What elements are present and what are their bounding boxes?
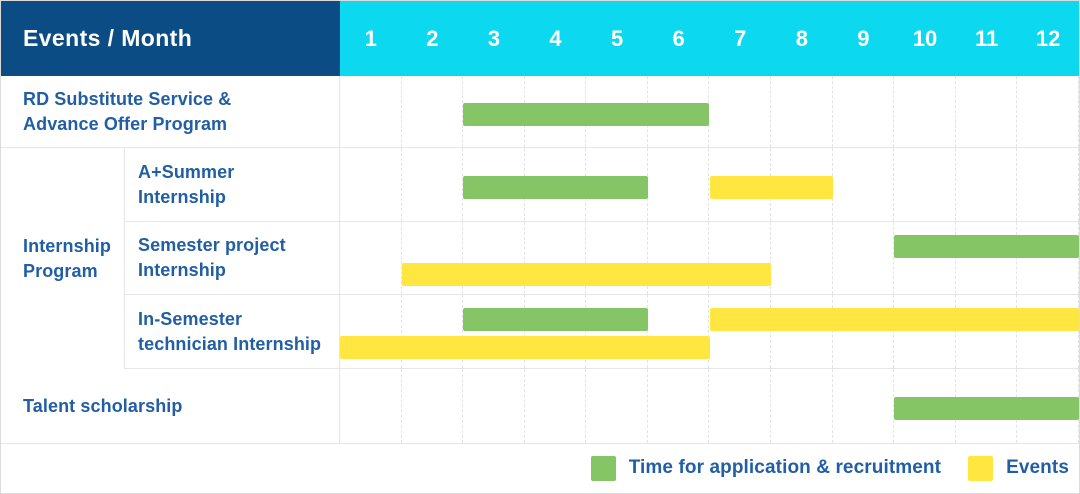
month-gridline — [833, 76, 895, 147]
internship-program-rows: A+Summer Internship Semester project Int… — [125, 148, 1079, 369]
gantt-bar-event — [709, 308, 1079, 331]
legend-item-events: Events — [968, 455, 1069, 481]
month-label: 3 — [487, 25, 501, 51]
month-label: 7 — [734, 25, 747, 51]
legend-label-events: Events — [1006, 457, 1069, 478]
timeline-semester-project — [340, 222, 1079, 294]
month-gridline — [771, 369, 833, 443]
month-gridline — [648, 222, 710, 294]
row-talent-scholarship: Talent scholarship — [1, 369, 1079, 444]
month-gridline — [463, 369, 525, 443]
month-gridline — [710, 295, 772, 368]
month-gridline — [956, 222, 1018, 294]
month-gridline — [340, 222, 402, 294]
month-gridline — [956, 76, 1018, 147]
row-label-in-semester-technician: In-Semester technician Internship — [125, 295, 340, 368]
month-gridline — [525, 295, 587, 368]
month-gridline — [340, 76, 402, 147]
month-label: 1 — [364, 25, 377, 51]
table-header: Events / Month 1 2 3 4 5 6 7 8 9 10 11 12 — [1, 1, 1079, 76]
month-label: 12 — [1035, 25, 1061, 51]
row-label-rd-substitute: RD Substitute Service & Advance Offer Pr… — [1, 76, 340, 147]
month-gridline — [956, 148, 1018, 221]
month-gridline — [894, 222, 956, 294]
month-label: 6 — [672, 25, 685, 51]
month-gridline — [463, 295, 525, 368]
month-gridline — [648, 148, 710, 221]
month-gridline — [525, 222, 587, 294]
month-gridline — [340, 369, 402, 443]
gantt-bar-application — [463, 308, 648, 331]
gantt-bar-application — [463, 102, 710, 126]
month-gridline — [402, 222, 464, 294]
timeline-a-plus-summer — [340, 148, 1079, 221]
gantt-bar-event — [340, 336, 710, 359]
month-gridline — [648, 369, 710, 443]
month-gridline — [402, 148, 464, 221]
legend-item-application: Time for application & recruitment — [590, 455, 942, 481]
row-rd-substitute: RD Substitute Service & Advance Offer Pr… — [1, 76, 1079, 148]
events-month-header: Events / Month — [1, 1, 340, 76]
month-gridline — [1017, 148, 1079, 221]
month-gridline — [771, 222, 833, 294]
month-gridline — [402, 76, 464, 147]
row-in-semester-technician: In-Semester technician Internship — [125, 295, 1079, 369]
month-gridline — [1017, 222, 1079, 294]
month-gridline — [833, 295, 895, 368]
timeline-rd-substitute — [340, 76, 1079, 147]
month-gridline — [340, 148, 402, 221]
month-label: 2 — [426, 25, 439, 51]
gantt-bar-event — [709, 175, 833, 199]
timeline-talent-scholarship — [340, 369, 1079, 443]
month-gridline — [710, 369, 772, 443]
month-gridline — [586, 222, 648, 294]
month-gridline — [648, 295, 710, 368]
month-gridline — [525, 369, 587, 443]
row-label-talent-scholarship: Talent scholarship — [1, 369, 340, 443]
month-gridline — [894, 148, 956, 221]
gantt-bar-application — [463, 175, 648, 199]
month-gridline — [710, 222, 772, 294]
timeline-in-semester-technician — [340, 295, 1079, 368]
month-label: 9 — [857, 25, 870, 51]
events-color-swatch — [968, 455, 994, 481]
month-gridline — [1017, 295, 1079, 368]
month-gridline — [833, 369, 895, 443]
month-gridline — [833, 222, 895, 294]
row-semester-project: Semester project Internship — [125, 222, 1079, 295]
month-gridline — [586, 369, 648, 443]
application-color-swatch — [590, 455, 616, 481]
month-gridline — [771, 76, 833, 147]
gantt-bar-application — [894, 397, 1079, 420]
row-a-plus-summer: A+Summer Internship — [125, 148, 1079, 222]
month-label: 10 — [912, 25, 938, 51]
month-gridline — [1017, 76, 1079, 147]
month-gridline — [894, 295, 956, 368]
month-gridline — [710, 76, 772, 147]
month-label: 4 — [549, 25, 562, 51]
month-label: 5 — [610, 25, 624, 51]
month-gridline — [463, 222, 525, 294]
row-label-a-plus-summer: A+Summer Internship — [125, 148, 340, 221]
internship-program-group: Internship Program A+Summer Internship S… — [1, 148, 1079, 369]
legend-label-application: Time for application & recruitment — [628, 457, 942, 478]
month-label: 8 — [795, 25, 808, 51]
month-header-row: 1 2 3 4 5 6 7 8 9 10 11 12 — [340, 1, 1079, 76]
gantt-bar-event — [401, 263, 772, 286]
month-gridline — [771, 295, 833, 368]
group-label-internship-program: Internship Program — [1, 148, 125, 369]
month-gridline — [894, 76, 956, 147]
month-gridline — [956, 295, 1018, 368]
month-gridline — [402, 369, 464, 443]
month-gridline — [833, 148, 895, 221]
gantt-bar-application — [894, 235, 1079, 258]
legend: Time for application & recruitment Event… — [1, 443, 1079, 493]
month-gridline — [340, 295, 402, 368]
month-gridline — [586, 295, 648, 368]
month-gridline — [402, 295, 464, 368]
month-label: 11 — [974, 25, 999, 51]
row-label-semester-project: Semester project Internship — [125, 222, 340, 294]
